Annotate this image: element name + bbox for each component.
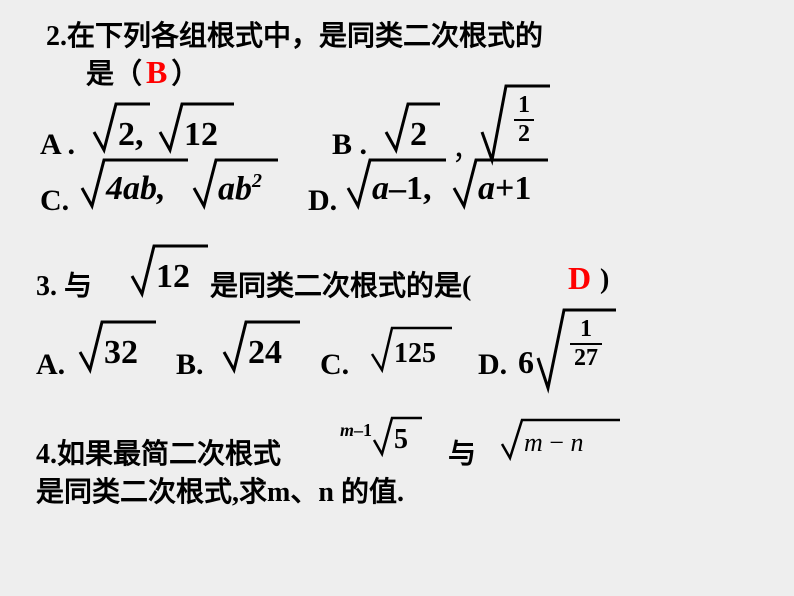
q4-mid-rad: 5 [394,424,408,456]
q4-line2-n: n [318,477,334,508]
q2-optB-r1: 2 [410,116,427,154]
q2-optB-frac: 1 2 [514,92,534,148]
q2-prompt-l2: 是（ B ） [86,52,199,92]
q2-post: ） [171,59,199,90]
q4-line1-pre: 4.如果最简二次根式 [36,432,281,472]
q3-optB-rad: 24 [248,334,282,372]
q3-prompt-mid: 是同类二次根式的是( [210,264,471,304]
q2-optC-r1: 4ab, [106,170,166,208]
q2-optD-label: D. [308,184,337,218]
q4-line2: 是同类二次根式,求m、n 的值. [36,470,404,510]
q2-optA-r1: 2, [118,116,144,154]
q3-prompt-rad: 12 [156,258,190,296]
q3-optA-rad: 32 [104,334,138,372]
q4-rhs-minus: − [543,428,571,457]
q3-optA-label: A. [36,348,65,382]
frac-den: 2 [514,121,534,148]
frac-num: 1 [514,92,534,121]
q3-optD-coef: 6 [518,344,534,381]
q2-optD-r2: a+1 [478,170,531,208]
q4-index-rest: –1 [354,420,372,440]
q2-optD-r2-rest: +1 [495,170,531,207]
q3-prompt-post: ) [600,264,609,296]
q2-optA-r2: 12 [184,116,218,154]
q4-rhs: m − n [524,428,583,458]
q2-optC-r2-base: ab [218,170,252,207]
q3-prompt-pre: 3. 与 [36,264,92,304]
frac-den: 27 [570,345,602,372]
q4-line2-pre: 是同类二次根式,求 [36,477,267,508]
q2-prompt-l1: 2.在下列各组根式中，是同类二次根式的 [46,14,543,54]
q2-answer: B [146,54,167,90]
q4-line1-mid: 与 [448,432,476,472]
q2-optD-r1-a: a [372,170,389,207]
q4-rhs-n: n [570,428,583,457]
q3-answer: D [568,260,591,297]
q3-optC-label: C. [320,348,349,382]
q4-index-m: m [340,420,354,440]
frac-num: 1 [570,316,602,345]
q2-optC-r2: ab2 [218,170,262,208]
q2-optC-label: C. [40,184,69,218]
q2-optD-r1: a–1, [372,170,432,208]
q2-optC-r2-exp: 2 [252,170,262,192]
q2-optD-r2-a: a [478,170,495,207]
q4-line2-post: 的值. [334,477,404,508]
q2-pre: 是（ [86,59,142,90]
q3-optC-rad: 125 [394,338,436,370]
q4-rhs-m: m [524,428,543,457]
q3-optD-frac: 1 27 [570,316,602,372]
q4-line2-m: m [267,477,290,508]
q4-index: m–1 [340,420,372,441]
q3-optB-label: B. [176,348,204,382]
q3-optD-label: D. [478,348,507,382]
q2-optA-label: A . [40,128,75,162]
q2-optD-r1-rest: –1, [389,170,432,207]
q2-optB-label: B . [332,128,367,162]
q4-line2-sep: 、 [290,477,318,508]
